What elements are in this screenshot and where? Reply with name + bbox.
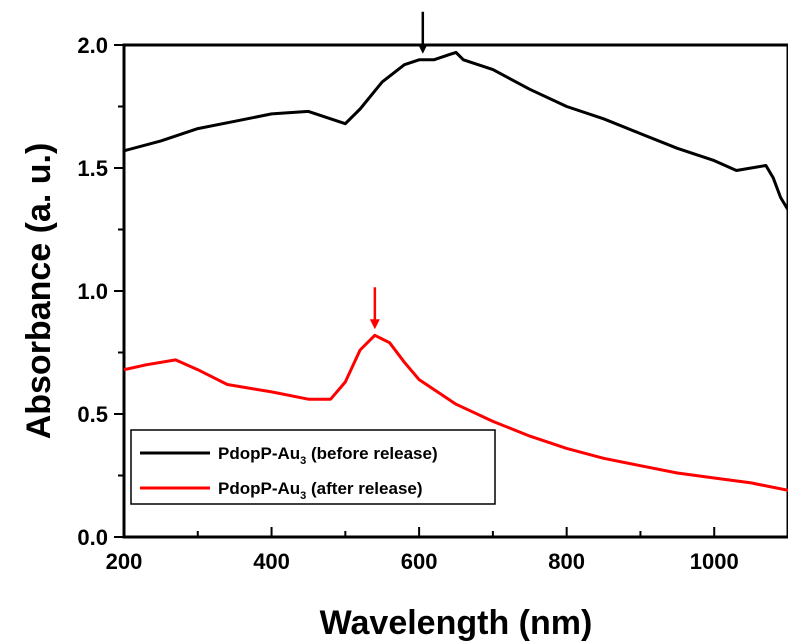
y-tick-label: 0.5 [77, 402, 108, 427]
series-lines [123, 50, 788, 492]
peak-arrows [369, 11, 428, 330]
x-tick-label: 1000 [690, 549, 739, 574]
x-tick-label: 800 [548, 549, 585, 574]
series-line-before-release [123, 50, 788, 211]
legend-label-before: PdopP-Au3 (before release) [218, 444, 438, 467]
y-tick-label: 1.0 [77, 279, 108, 304]
x-tick-label: 200 [106, 549, 143, 574]
tick-labels: 200 400 600 800 1000 0.0 0.5 1.0 1.5 2.0 [77, 33, 738, 574]
y-tick-label: 0.0 [77, 525, 108, 550]
peak-arrow-before [417, 11, 428, 54]
x-tick-label: 600 [401, 549, 438, 574]
legend-box [130, 429, 496, 505]
y-axis-title: Absorbance (a. u.) [20, 143, 58, 440]
legend: PdopP-Au3 (before release) PdopP-Au3 (af… [130, 429, 496, 505]
peak-arrow-after [369, 287, 380, 330]
y-tick-label: 2.0 [77, 33, 108, 58]
axis-ticks [114, 44, 716, 538]
series-line-after-release [123, 333, 788, 492]
x-axis-title: Wavelength (nm) [320, 604, 593, 642]
y-tick-label: 1.5 [77, 156, 108, 181]
legend-label-after: PdopP-Au3 (after release) [218, 479, 423, 502]
x-tick-label: 400 [253, 549, 290, 574]
